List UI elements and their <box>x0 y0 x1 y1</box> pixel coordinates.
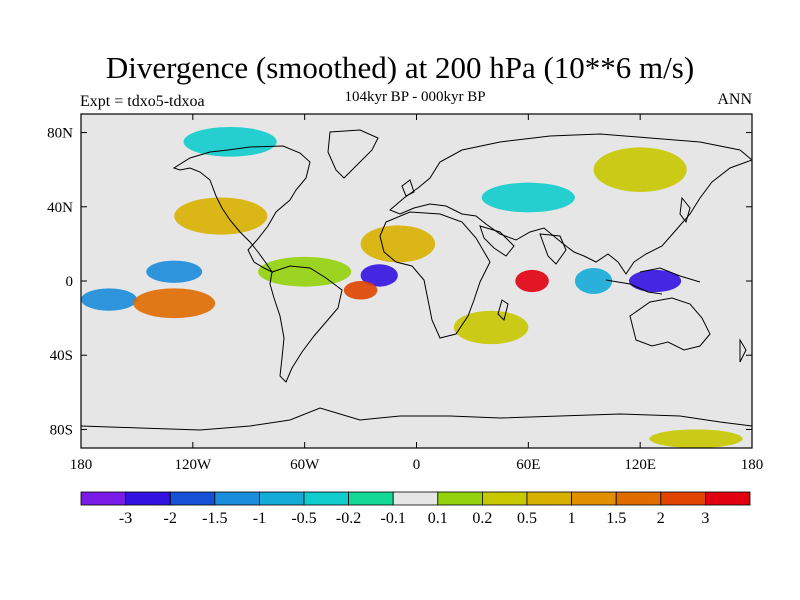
contour-region-9 <box>174 197 268 235</box>
colorbar-swatch <box>705 491 751 506</box>
contour-region-3 <box>515 269 549 293</box>
contour-region-8 <box>133 288 216 319</box>
map-subtitle: 104kyr BP - 000kyr BP <box>344 89 486 105</box>
colorbar-swatch <box>392 491 439 506</box>
x-tick-label: 120E <box>624 457 656 473</box>
colorbar-swatch <box>481 491 528 506</box>
contour-region-5 <box>574 268 613 294</box>
colorbar-swatch <box>258 491 305 506</box>
colorbar-label: -1.5 <box>202 510 227 527</box>
x-tick-label: 0 <box>413 457 421 473</box>
colorbar-label: 0.5 <box>517 510 537 527</box>
y-tick-label: 80N <box>47 126 73 142</box>
contour-region-2 <box>343 281 378 300</box>
contour-region-14 <box>481 182 575 213</box>
colorbar-label: 1 <box>568 510 576 527</box>
y-tick-label: 40S <box>50 348 73 364</box>
colorbar-label: -0.2 <box>336 510 361 527</box>
colorbar-swatch <box>526 491 572 506</box>
y-tick-label: 0 <box>66 274 74 290</box>
x-tick-label: 60E <box>516 457 540 473</box>
x-tick-label: 180 <box>70 457 93 473</box>
contour-region-7 <box>81 288 137 311</box>
contour-region-11 <box>453 310 529 345</box>
colorbar: -3 -2 -1.5 -1 -0.5 -0.2 -0.1 0.1 0.2 0.5 1 1.5 2 3 <box>80 491 751 527</box>
colorbar-label: 0.1 <box>428 510 448 527</box>
map-title: Divergence (smoothed) at 200 hPa (10**6 … <box>105 50 695 85</box>
contour-region-4 <box>628 269 682 293</box>
contour-region-10 <box>360 225 436 263</box>
colorbar-swatch <box>348 491 394 506</box>
colorbar-swatch <box>125 491 171 506</box>
season-label: ANN <box>717 91 752 108</box>
colorbar-label: -0.1 <box>381 510 406 527</box>
x-tick-label: 60W <box>290 457 320 473</box>
coastlines <box>81 129 752 431</box>
colorbar-swatch <box>303 491 349 506</box>
y-tick-label: 40N <box>47 200 73 216</box>
colorbar-label: 0.2 <box>472 510 492 527</box>
colorbar-swatch <box>214 491 260 506</box>
colorbar-swatch <box>437 491 483 506</box>
colorbar-label: 1.5 <box>606 510 626 527</box>
colorbar-label: -3 <box>119 510 132 527</box>
contour-region-1 <box>360 264 398 287</box>
colorbar-label: -2 <box>164 510 177 527</box>
contour-region-15 <box>649 429 743 448</box>
x-axis-ticks: 180 120W 60W 0 60E 120E 180 <box>70 114 764 473</box>
colorbar-label: -1 <box>253 510 266 527</box>
contour-region-6 <box>146 260 203 283</box>
colorbar-swatch <box>80 491 126 506</box>
colorbar-swatch <box>660 491 706 506</box>
colorbar-swatch <box>169 491 216 506</box>
map-area: 180 120W 60W 0 60E 120E 180 80N 40N 0 40S 80S <box>47 113 764 473</box>
y-tick-label: 80S <box>50 422 73 438</box>
colorbar-swatch <box>571 491 617 506</box>
colorbar-label: 3 <box>701 510 709 527</box>
experiment-label: Expt = tdxo5-tdxoa <box>80 93 205 110</box>
x-tick-label: 120W <box>174 457 212 473</box>
colorbar-label: -0.5 <box>291 510 316 527</box>
colorbar-label: 2 <box>657 510 665 527</box>
contour-region-12 <box>593 147 687 192</box>
colorbar-swatch <box>615 491 662 506</box>
y-axis-ticks: 80N 40N 0 40S 80S <box>47 126 752 438</box>
x-tick-label: 180 <box>741 457 764 473</box>
contour-region-13 <box>183 126 277 157</box>
